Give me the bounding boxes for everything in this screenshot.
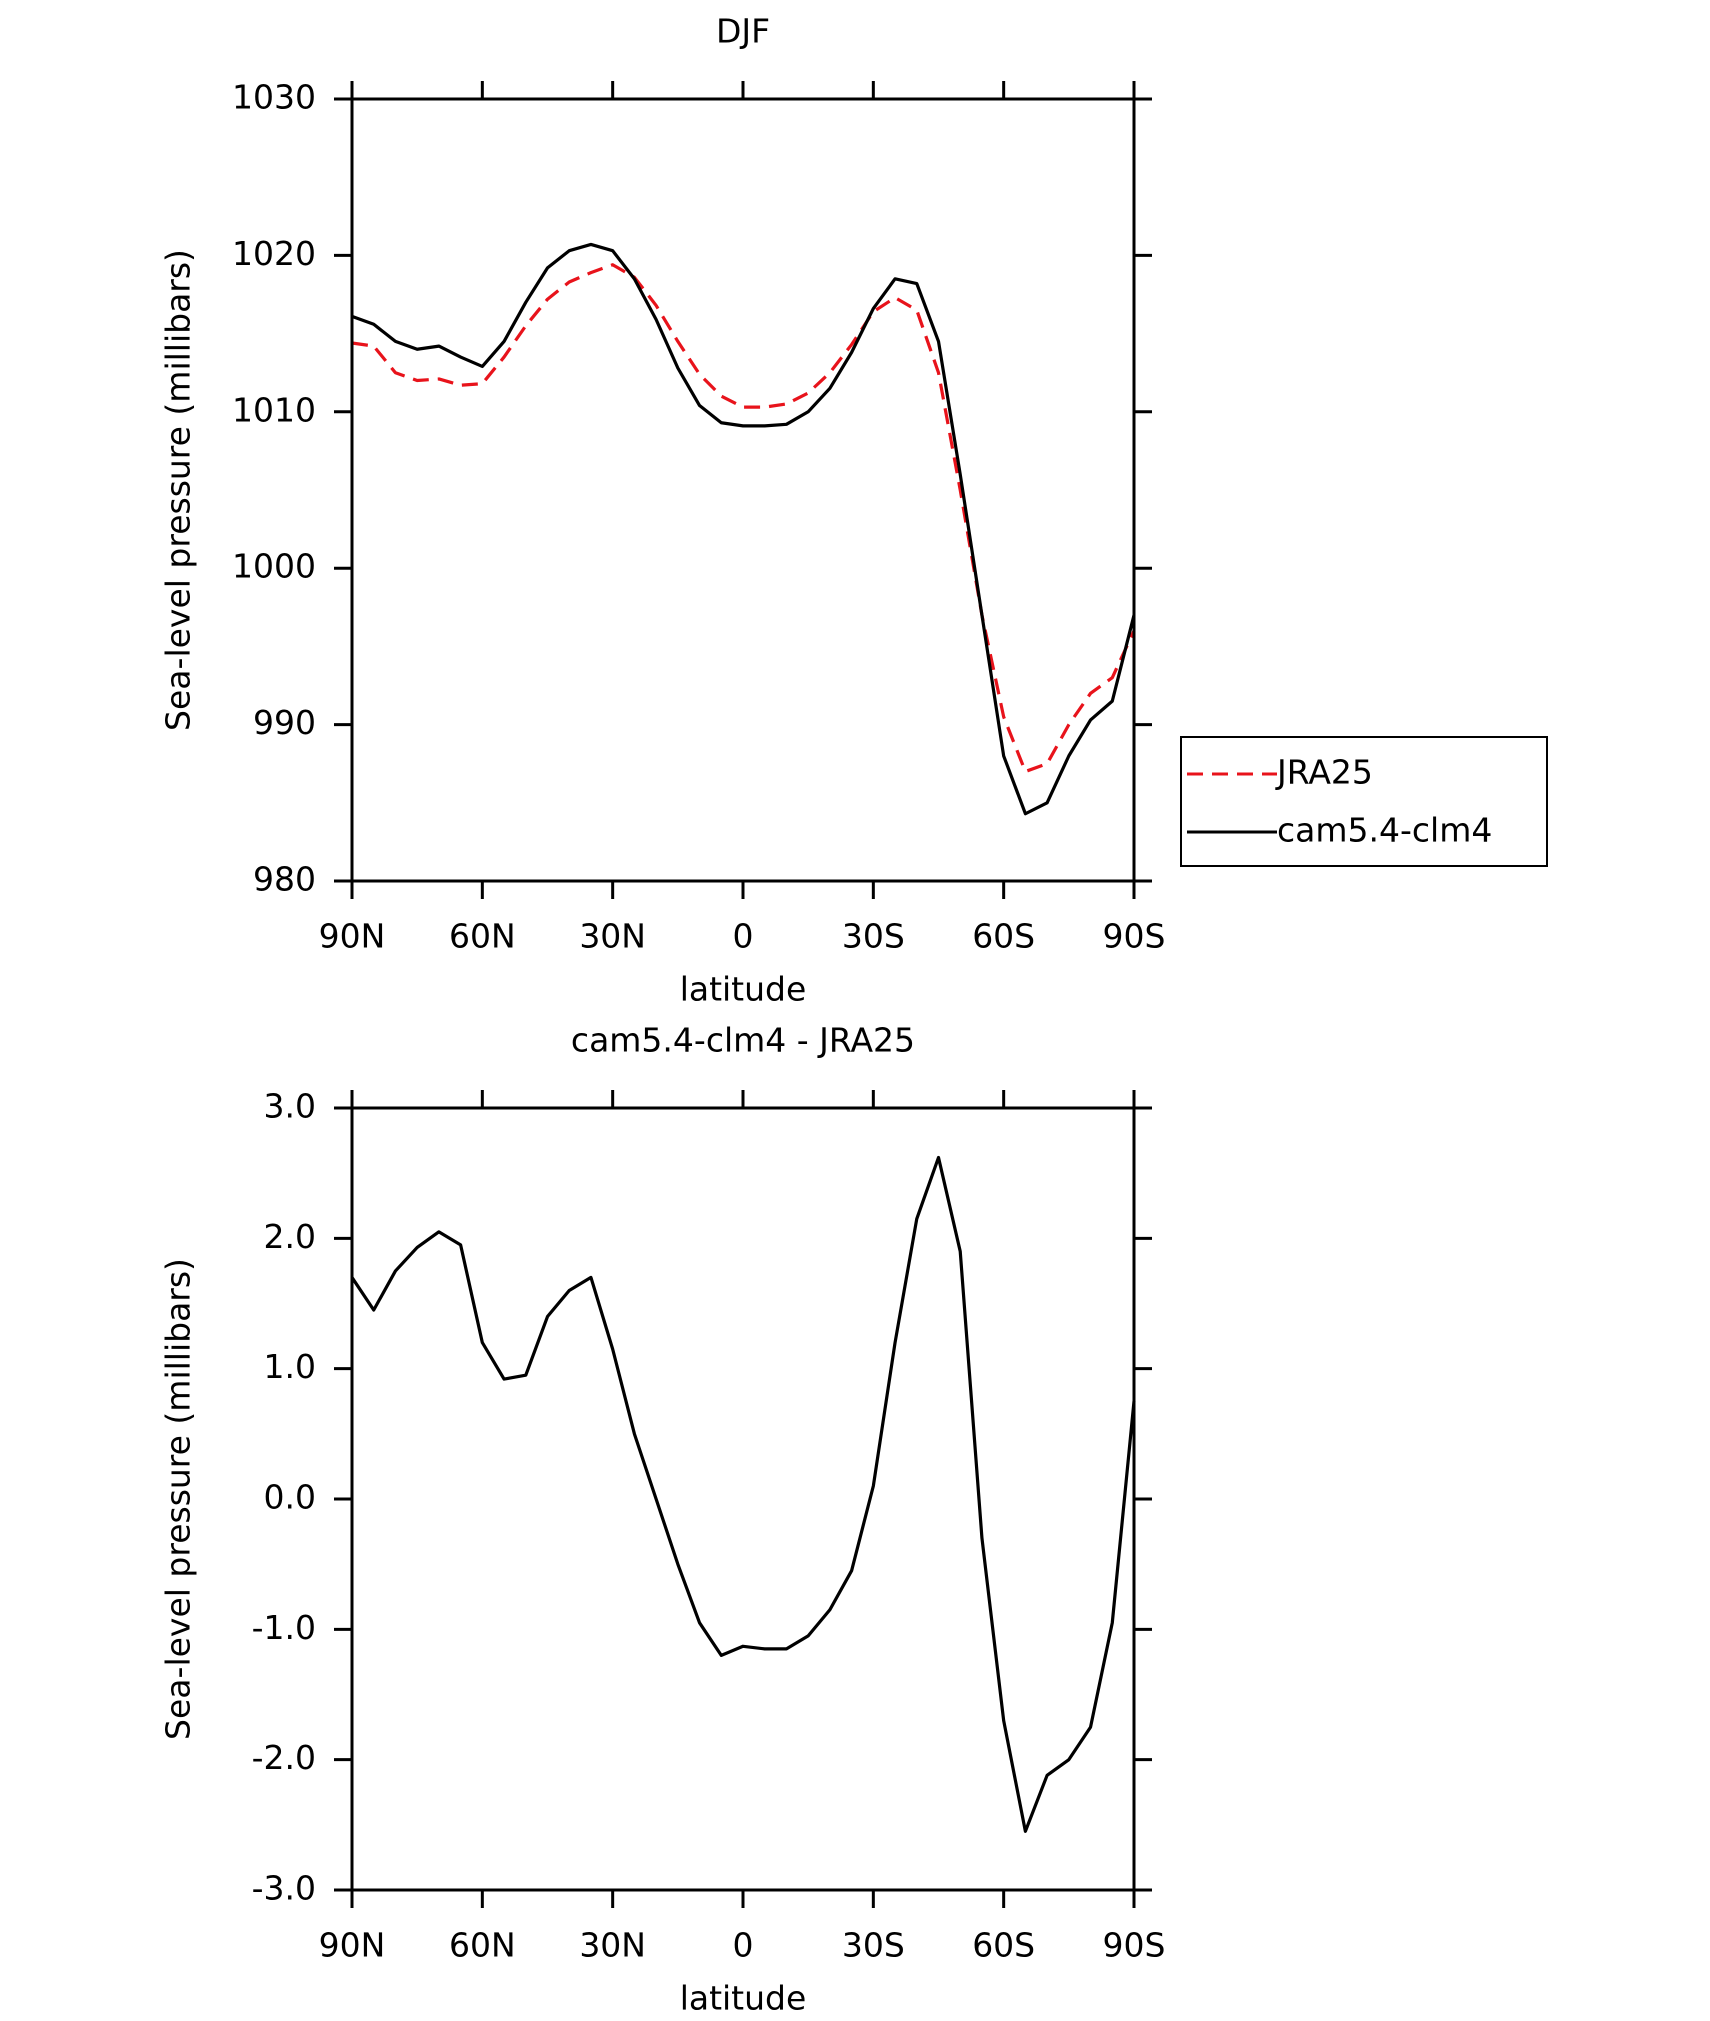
x-tick-label: 30N — [579, 917, 646, 956]
y-axis-label: Sea-level pressure (millibars) — [159, 249, 198, 731]
x-axis-label: latitude — [680, 970, 807, 1009]
y-axis-label: Sea-level pressure (millibars) — [159, 1258, 198, 1740]
series-line — [351, 263, 1136, 774]
x-tick-label: 30N — [579, 1926, 646, 1965]
x-tick-label: 30S — [842, 917, 905, 956]
x-tick-label: 60N — [449, 917, 516, 956]
y-tick-label: 0.0 — [264, 1478, 316, 1517]
chart-title: cam5.4-clm4 - JRA25 — [571, 1021, 915, 1060]
y-tick-label: 1030 — [232, 78, 316, 117]
y-tick-label: -3.0 — [252, 1869, 316, 1908]
y-tick-label: -2.0 — [252, 1738, 316, 1777]
y-tick-label: 1.0 — [264, 1347, 316, 1386]
series-line — [351, 242, 1136, 816]
y-tick-label: 990 — [253, 703, 316, 742]
x-tick-label: 0 — [733, 1926, 754, 1965]
chart-title: DJF — [716, 12, 770, 51]
x-tick-label: 90S — [1103, 917, 1166, 956]
x-tick-label: 60S — [972, 1926, 1035, 1965]
legend-label: cam5.4-clm4 — [1277, 811, 1492, 850]
x-tick-label: 0 — [733, 917, 754, 956]
y-tick-label: -1.0 — [252, 1608, 316, 1647]
y-tick-label: 1000 — [232, 547, 316, 586]
y-tick-label: 3.0 — [264, 1087, 316, 1126]
y-tick-label: 980 — [253, 860, 316, 899]
x-tick-label: 60N — [449, 1926, 516, 1965]
legend-label: JRA25 — [1275, 753, 1373, 792]
plot-frame — [350, 97, 1136, 883]
x-tick-label: 30S — [842, 1926, 905, 1965]
y-tick-label: 2.0 — [264, 1217, 316, 1256]
x-tick-label: 90S — [1103, 1926, 1166, 1965]
x-axis-label: latitude — [680, 1979, 807, 2018]
y-tick-label: 1020 — [232, 234, 316, 273]
y-tick-label: 1010 — [232, 390, 316, 429]
x-tick-label: 90N — [319, 1926, 386, 1965]
legend-box — [1180, 736, 1548, 867]
x-tick-label: 90N — [319, 917, 386, 956]
series-line — [350, 1155, 1136, 1833]
x-tick-label: 60S — [972, 917, 1035, 956]
plot-frame — [350, 1106, 1136, 1892]
